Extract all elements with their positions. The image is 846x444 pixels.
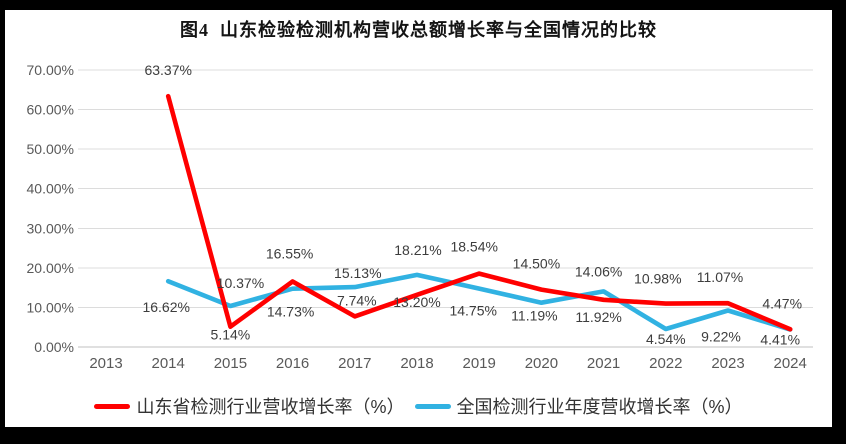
- x-tick-label: 2024: [774, 355, 807, 372]
- data-label: 4.47%: [762, 295, 802, 311]
- x-tick-label: 2019: [463, 355, 496, 372]
- x-tick-label: 2018: [400, 355, 433, 372]
- x-tick-label: 2015: [214, 355, 247, 372]
- data-label: 7.74%: [337, 292, 377, 308]
- data-label: 11.92%: [575, 309, 621, 325]
- y-tick-label: 0.00%: [34, 339, 74, 355]
- chart-canvas: [5, 10, 832, 427]
- data-label: 4.41%: [760, 332, 800, 348]
- y-tick-label: 20.00%: [27, 260, 74, 276]
- data-label: 63.37%: [144, 62, 191, 78]
- data-label: 14.73%: [267, 304, 314, 320]
- data-label: 18.21%: [394, 242, 441, 258]
- legend-label-shandong: 山东省检测行业营收增长率（%）: [136, 397, 405, 417]
- chart-title: 图4 山东检验检测机构营收总额增长率与全国情况的比较: [180, 20, 657, 40]
- blue-line-sample: [414, 403, 451, 409]
- legend-item-national: 全国检测行业年度营收增长率（%）: [414, 393, 743, 419]
- data-label: 9.22%: [701, 329, 741, 345]
- x-tick-label: 2020: [525, 355, 558, 372]
- data-label: 16.62%: [142, 299, 189, 315]
- data-label: 14.75%: [449, 303, 496, 319]
- y-tick-label: 60.00%: [27, 102, 74, 118]
- data-label: 11.19%: [511, 308, 557, 324]
- x-tick-label: 2017: [338, 355, 371, 372]
- data-label: 13.20%: [393, 294, 440, 310]
- data-label: 18.54%: [450, 239, 497, 255]
- x-tick-label: 2013: [89, 355, 122, 372]
- data-label: 5.14%: [211, 327, 251, 343]
- x-tick-label: 2014: [152, 355, 185, 372]
- data-label: 4.54%: [646, 331, 686, 347]
- data-label: 14.06%: [575, 263, 622, 279]
- data-label: 14.50%: [513, 256, 560, 272]
- series-line-shandong: [165, 93, 793, 332]
- x-tick-label: 2016: [276, 355, 309, 372]
- y-tick-label: 30.00%: [27, 220, 74, 236]
- y-tick-label: 40.00%: [27, 181, 74, 197]
- legend-label-national: 全国检测行业年度营收增长率（%）: [456, 397, 743, 417]
- y-tick-label: 10.00%: [27, 299, 74, 315]
- red-line-sample: [94, 403, 131, 409]
- y-tick-label: 70.00%: [27, 62, 74, 78]
- x-tick-label: 2021: [587, 355, 620, 372]
- legend-item-shandong: 山东省检测行业营收增长率（%）: [94, 393, 405, 419]
- data-label: 15.13%: [334, 265, 381, 281]
- data-label: 11.07%: [697, 269, 743, 285]
- data-label: 10.98%: [634, 271, 681, 287]
- y-tick-label: 50.00%: [27, 141, 74, 157]
- x-tick-label: 2023: [711, 355, 744, 372]
- x-tick-label: 2022: [649, 355, 682, 372]
- chart-legend: 山东省检测行业营收增长率（%） 全国检测行业年度营收增长率（%）: [5, 393, 832, 419]
- data-label: 10.37%: [217, 275, 264, 291]
- data-label: 16.55%: [266, 246, 313, 262]
